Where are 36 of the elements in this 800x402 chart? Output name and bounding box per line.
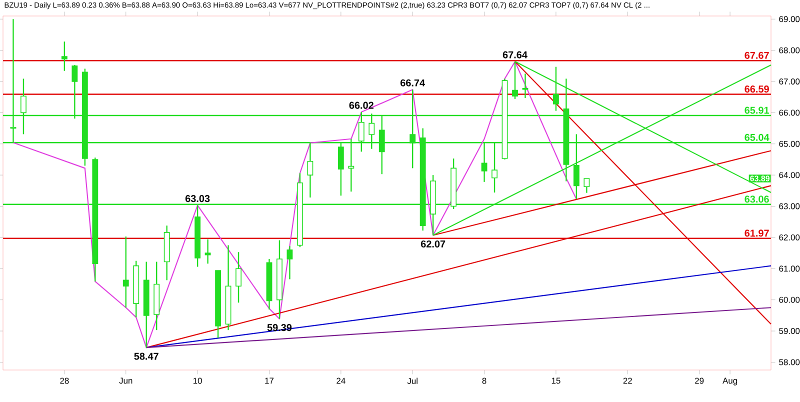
y-tick-label: 62.00 [779, 234, 800, 240]
x-tick-label: Aug [722, 378, 738, 386]
annotation: 67.64 [502, 51, 528, 58]
y-tick-label: 68.00 [779, 47, 800, 54]
ref-line-label: 65.04 [744, 134, 770, 141]
x-tick-label: 29 [695, 378, 704, 384]
y-tick-label: 67.00 [779, 78, 800, 84]
annotation: 66.74 [400, 79, 426, 86]
annotation: 63.03 [185, 195, 210, 202]
x-tick-label: Jul [407, 378, 418, 384]
y-tick-label: 58.00 [779, 359, 800, 366]
y-tick-label: 61.00 [779, 266, 800, 272]
annotation: 58.47 [134, 352, 158, 360]
y-tick-label: 60.00 [779, 296, 800, 303]
annotation: 59.39 [267, 324, 292, 332]
y-tick-label: 66.00 [779, 110, 800, 116]
y-tick-label: 59.00 [779, 328, 800, 334]
ref-line-label: 67.67 [744, 52, 769, 59]
y-tick-label: 69.00 [779, 16, 800, 22]
annotation: 62.07 [420, 240, 446, 248]
x-tick-label: 28 [60, 378, 69, 384]
y-tick-label: 65.00 [779, 140, 800, 147]
ref-line-label: 63.06 [744, 196, 769, 203]
y-tick-label: 64.00 [779, 172, 800, 178]
x-tick-label: 24 [336, 378, 346, 384]
x-tick-label: 15 [552, 378, 560, 384]
ref-line-label: 61.97 [744, 230, 769, 237]
x-tick-label: 10 [193, 378, 202, 384]
x-tick-label: 22 [623, 378, 632, 384]
x-tick-label: Jun [119, 378, 132, 384]
y-tick-label: 63.00 [779, 203, 800, 210]
ref-line-label: 65.91 [744, 106, 770, 114]
annotation: 66.02 [349, 102, 374, 109]
ref-line-label: 66.59 [744, 86, 769, 93]
x-tick-label: 8 [482, 378, 486, 384]
x-tick-label: 17 [265, 378, 274, 384]
